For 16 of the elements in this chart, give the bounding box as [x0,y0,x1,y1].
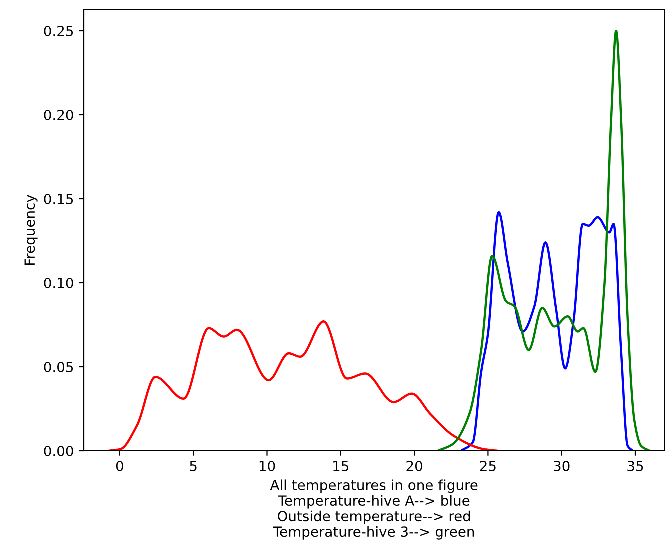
y-tick-label: 0.25 [44,26,74,36]
x-tick-label: 10 [260,460,276,472]
y-tick-label: 0.20 [44,110,74,120]
x-tick-label: 30 [554,460,570,472]
x-tick-label: 35 [628,460,644,472]
x-tick-label: 20 [406,460,422,472]
x-tick-label: 25 [480,460,496,472]
y-axis-title: Frequency [24,195,38,266]
y-tick-label: 0.05 [44,362,74,372]
x-tick-label: 15 [334,461,349,472]
x-axis-title: All temperatures in one figure Temperature-hive A--> blue Outside temperature--> red Temperature-hive 3--> green [270,480,478,540]
y-tick-label: 0.15 [44,194,74,204]
x-tick-label: 5 [190,461,197,472]
y-tick-label: 0.10 [44,278,74,288]
y-tick-label: 0.00 [44,446,74,456]
x-tick-label: 0 [116,460,124,472]
